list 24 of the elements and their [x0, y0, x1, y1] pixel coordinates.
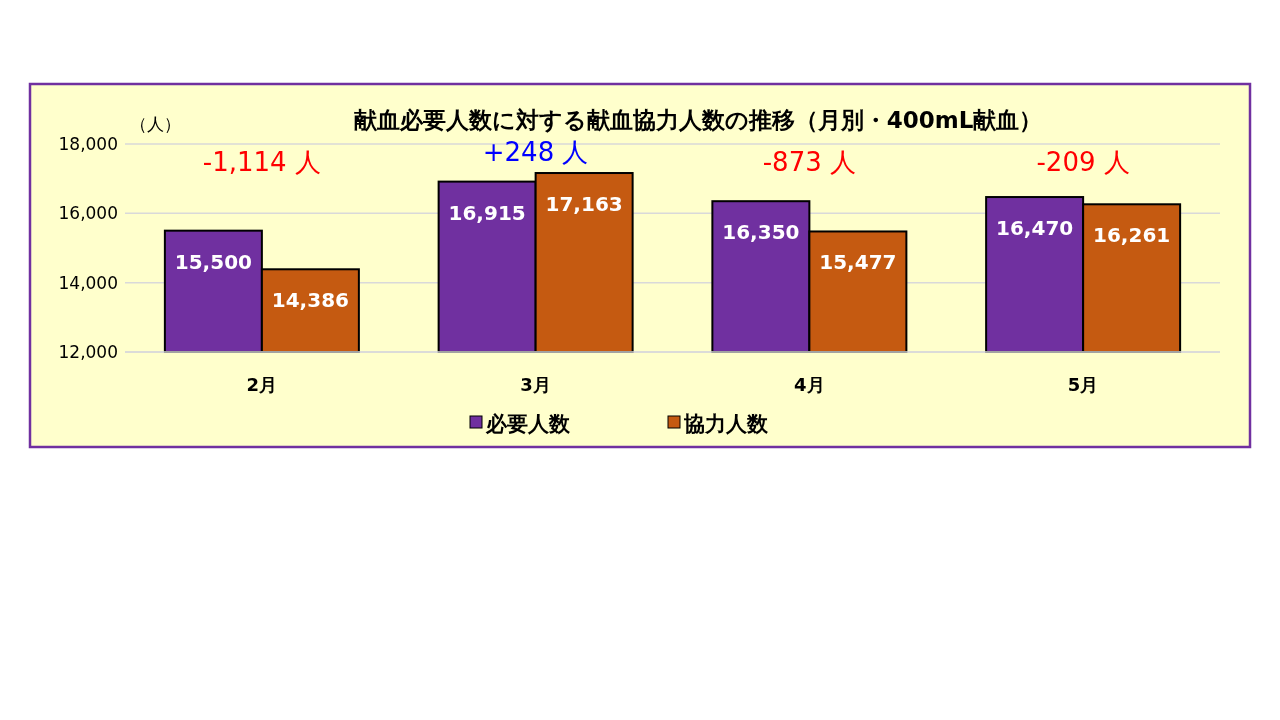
annotation: +248 人 [482, 137, 589, 167]
data-label: 15,477 [819, 250, 897, 275]
annotation: -1,114 人 [202, 147, 321, 177]
chart-title: 献血必要人数に対する献血協力人数の推移（月別・400mL献血） [353, 107, 1043, 133]
y-tick-label: 12,000 [58, 342, 118, 362]
x-tick-label: 5月 [1067, 374, 1099, 395]
annotation: -209 人 [1036, 147, 1130, 177]
y-tick-label: 14,000 [58, 272, 118, 293]
data-label: 14,386 [271, 288, 349, 313]
legend-label: 協力人数 [683, 412, 769, 436]
data-label: 16,915 [448, 200, 526, 225]
data-label: 16,261 [1093, 223, 1171, 248]
y-tick-label: 16,000 [58, 203, 118, 224]
data-label: 16,350 [722, 220, 800, 245]
data-label: 16,470 [996, 216, 1074, 241]
x-tick-label: 3月 [520, 374, 551, 395]
y-axis-title: （人） [129, 114, 181, 134]
data-label: 17,163 [545, 192, 623, 217]
y-tick-label: 18,000 [58, 134, 118, 154]
x-tick-label: 2月 [246, 374, 278, 395]
data-label: 15,500 [174, 249, 252, 274]
annotation: -873 人 [762, 147, 857, 177]
x-tick-label: 4月 [794, 374, 825, 395]
legend-label: 必要人数 [485, 412, 571, 436]
